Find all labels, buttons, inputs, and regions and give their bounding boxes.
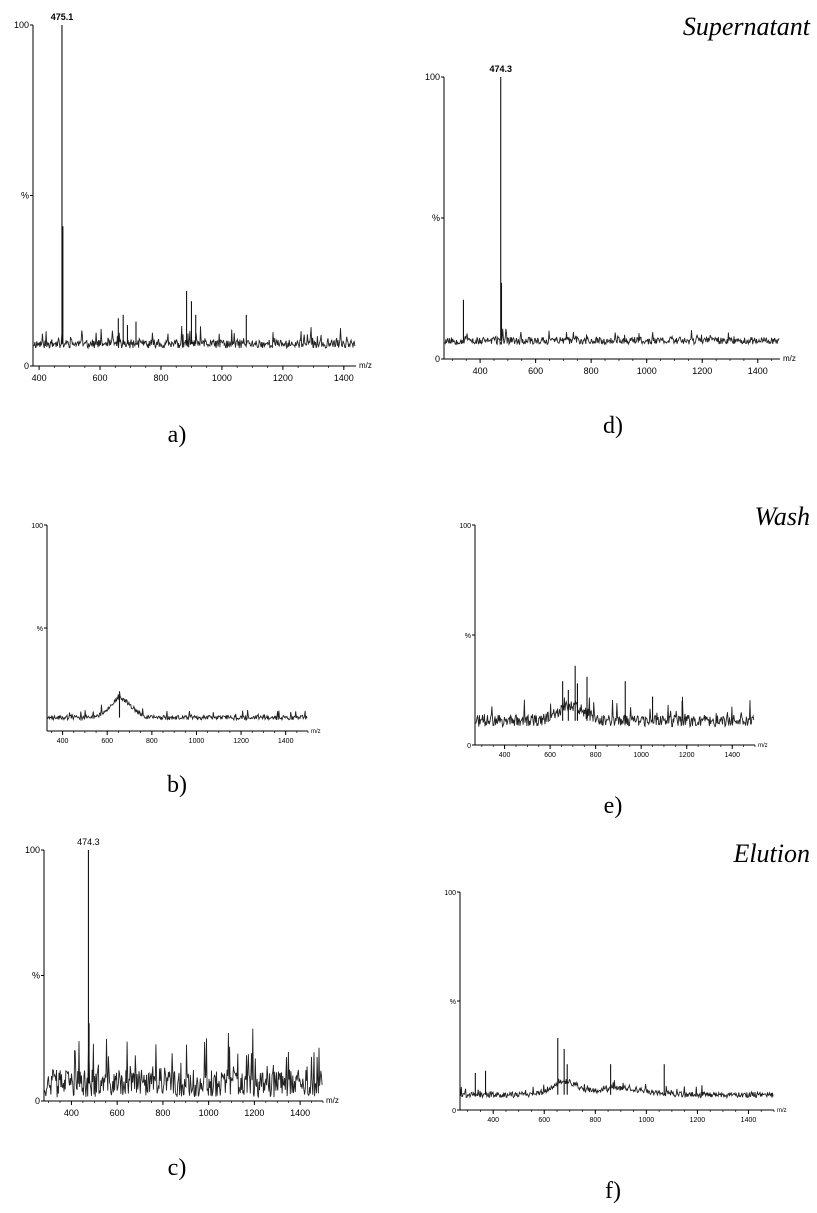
x-tick-label-f-2: 800 <box>589 1117 601 1124</box>
x-tick-label-c-1: 600 <box>110 1108 125 1118</box>
section-label-supernatant: Supernatant <box>683 12 811 41</box>
section-label-wash: Wash <box>755 502 810 531</box>
panel-label-d: d) <box>603 413 623 439</box>
x-tick-label-d-5: 1400 <box>748 366 768 376</box>
peak-label-d: 474.3 <box>489 64 512 74</box>
y-tick-label-f-2: 0 <box>452 1108 456 1115</box>
x-tick-label-d-3: 1000 <box>637 366 657 376</box>
x-tick-label-d-2: 800 <box>584 366 599 376</box>
spectrum-trace-e <box>475 696 755 729</box>
x-tick-label-b-1: 600 <box>101 738 113 745</box>
x-tick-label-e-5: 1400 <box>724 752 740 759</box>
peak-label-c: 474.3 <box>77 837 100 847</box>
x-tick-label-f-0: 400 <box>487 1117 499 1124</box>
y-tick-label-e-1: % <box>465 633 471 640</box>
x-tick-label-e-0: 400 <box>499 752 511 759</box>
x-tick-label-b-5: 1400 <box>278 738 294 745</box>
chart-panel-e: 0% 100 400 600 800 1000 1200 1400 m/z <box>459 523 767 759</box>
spectrum-trace-d <box>444 328 780 346</box>
y-tick-label-b-1: % <box>37 626 43 633</box>
x-axis-unit-d: m/z <box>783 354 796 363</box>
x-tick-label-e-2: 800 <box>590 752 602 759</box>
x-tick-label-c-2: 800 <box>155 1108 170 1118</box>
x-tick-label-c-5: 1400 <box>290 1108 310 1118</box>
x-tick-label-a-2: 800 <box>153 373 168 383</box>
spectrum-trace-c <box>44 1028 323 1099</box>
chart-panel-d: 0% 100 400 600 800 1000 1200 1400 m/z 474.3 <box>425 64 796 376</box>
y-tick-label-c-0: 0 <box>35 1096 40 1106</box>
y-tick-label-c-2: 100 <box>25 845 40 855</box>
y-tick-label-a-1: % <box>21 191 29 201</box>
x-axis-unit-c: m/z <box>326 1096 339 1105</box>
spectrum-trace-b <box>47 691 308 722</box>
x-tick-label-c-0: 400 <box>64 1108 79 1118</box>
panel-label-a: a) <box>168 422 187 448</box>
chart-panel-f: 100% 0 400 600 800 1000 1200 1400 m/z <box>444 890 786 1124</box>
x-tick-label-d-0: 400 <box>473 366 488 376</box>
x-tick-label-e-4: 1200 <box>679 752 695 759</box>
y-tick-label-a-2: 100 <box>14 20 29 30</box>
chart-panel-c: 0% 100 400 600 800 1000 1200 1400 m/z 474.3 <box>25 837 339 1118</box>
panel-label-c: c) <box>168 1155 187 1181</box>
x-tick-label-c-4: 1200 <box>244 1108 264 1118</box>
x-axis-unit-e: m/z <box>758 743 768 749</box>
y-tick-label-e-0: 0 <box>467 743 471 750</box>
x-tick-label-f-3: 1000 <box>639 1117 655 1124</box>
x-tick-label-d-1: 600 <box>528 366 543 376</box>
x-tick-label-a-4: 1200 <box>273 373 293 383</box>
spectrum-trace-f <box>460 1078 774 1100</box>
x-axis-unit-f: m/z <box>777 1108 787 1114</box>
x-tick-label-f-5: 1400 <box>741 1117 757 1124</box>
section-label-elution: Elution <box>732 839 810 868</box>
x-axis-unit-a: m/z <box>359 361 372 370</box>
x-tick-label-b-0: 400 <box>57 738 69 745</box>
y-tick-label-c-1: % <box>32 971 40 981</box>
y-tick-label-e-2: 100 <box>459 523 471 530</box>
y-tick-label-d-0: 0 <box>435 354 440 364</box>
panel-label-f: f) <box>605 1178 621 1204</box>
x-tick-label-c-3: 1000 <box>199 1108 219 1118</box>
y-tick-label-f-1: % <box>450 999 456 1006</box>
x-tick-label-a-1: 600 <box>93 373 108 383</box>
x-tick-label-a-5: 1400 <box>334 373 354 383</box>
panel-label-e: e) <box>604 793 623 819</box>
x-tick-label-a-0: 400 <box>32 373 47 383</box>
x-axis-unit-b: m/z <box>311 729 321 735</box>
x-tick-label-e-3: 1000 <box>633 752 649 759</box>
spectrum-trace-a <box>33 325 356 350</box>
y-tick-label-b-0: 100 <box>31 523 43 530</box>
peak-label-a: 475.1 <box>51 12 74 22</box>
y-tick-label-d-1: % <box>432 213 440 223</box>
x-tick-label-f-4: 1200 <box>690 1117 706 1124</box>
x-tick-label-d-4: 1200 <box>692 366 712 376</box>
x-tick-label-f-1: 600 <box>538 1117 550 1124</box>
x-tick-label-b-3: 1000 <box>189 738 205 745</box>
x-tick-label-e-1: 600 <box>544 752 556 759</box>
y-tick-label-f-0: 100 <box>444 890 456 897</box>
x-tick-label-b-2: 800 <box>146 738 158 745</box>
panel-label-b: b) <box>167 772 187 798</box>
chart-panel-b: 100% 400 600 800 1000 1200 1400 m/z <box>31 523 320 745</box>
y-tick-label-a-0: 0 <box>24 361 29 371</box>
x-tick-label-a-3: 1000 <box>212 373 232 383</box>
x-tick-label-b-4: 1200 <box>233 738 249 745</box>
y-tick-label-d-2: 100 <box>425 72 440 82</box>
chart-panel-a: 0% 100 400 600 800 1000 1200 1400 m/z 475.1 <box>14 12 372 383</box>
